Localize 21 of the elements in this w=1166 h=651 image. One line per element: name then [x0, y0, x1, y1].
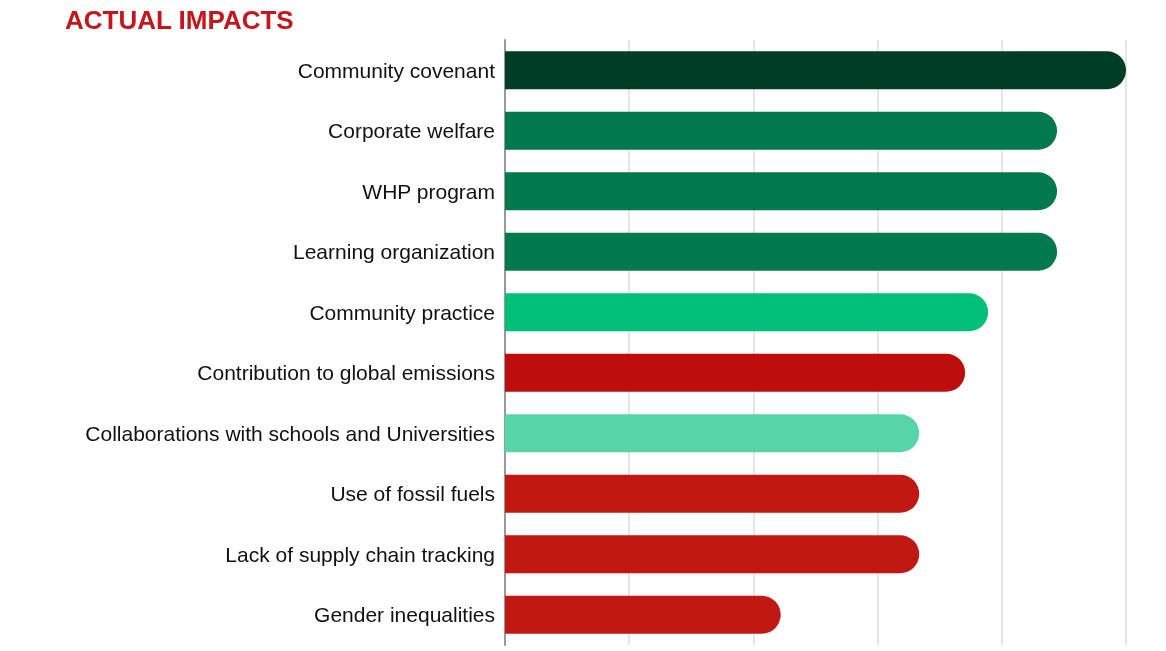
bar	[505, 595, 781, 634]
y-tick-label: Use of fossil fuels	[330, 482, 495, 506]
y-tick-label: Lack of supply chain tracking	[225, 542, 495, 566]
y-tick-label: Community practice	[309, 300, 495, 324]
y-tick-label: WHP program	[362, 179, 495, 203]
bar	[505, 535, 920, 574]
bar	[505, 51, 1126, 90]
y-tick-label: Contribution to global emissions	[197, 361, 495, 385]
text: ACTUAL IMPACTS	[65, 5, 294, 35]
y-tick-label: Gender inequalities	[314, 603, 495, 627]
bar	[505, 414, 920, 453]
bar	[505, 353, 966, 392]
bar	[505, 474, 920, 513]
y-tick-label: Community covenant	[297, 58, 496, 82]
y-tick-label: Learning organization	[293, 240, 495, 264]
bar	[505, 111, 1058, 150]
bar	[505, 293, 989, 332]
y-tick-label: Collaborations with schools and Universities	[85, 421, 495, 445]
bar	[505, 172, 1058, 211]
bar	[505, 232, 1058, 271]
y-tick-label: Corporate welfare	[328, 119, 495, 143]
